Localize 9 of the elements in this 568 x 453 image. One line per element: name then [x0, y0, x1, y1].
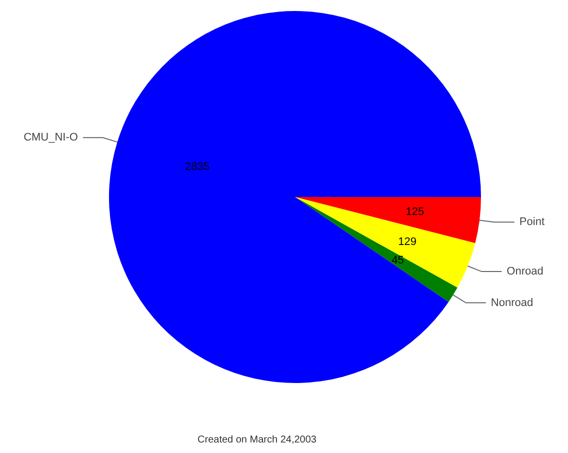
- slice-label: CMU_NI-O: [24, 132, 78, 144]
- slice-label: Onroad: [506, 266, 544, 278]
- data-label: 125: [406, 206, 424, 218]
- slice-label: Nonroad: [490, 296, 534, 309]
- slice-label: Point: [519, 216, 544, 228]
- data-label: 2835: [185, 160, 210, 173]
- data-label: 129: [398, 236, 416, 248]
- data-label: 45: [392, 254, 404, 267]
- text: Created on March 24,2003: [198, 434, 317, 446]
